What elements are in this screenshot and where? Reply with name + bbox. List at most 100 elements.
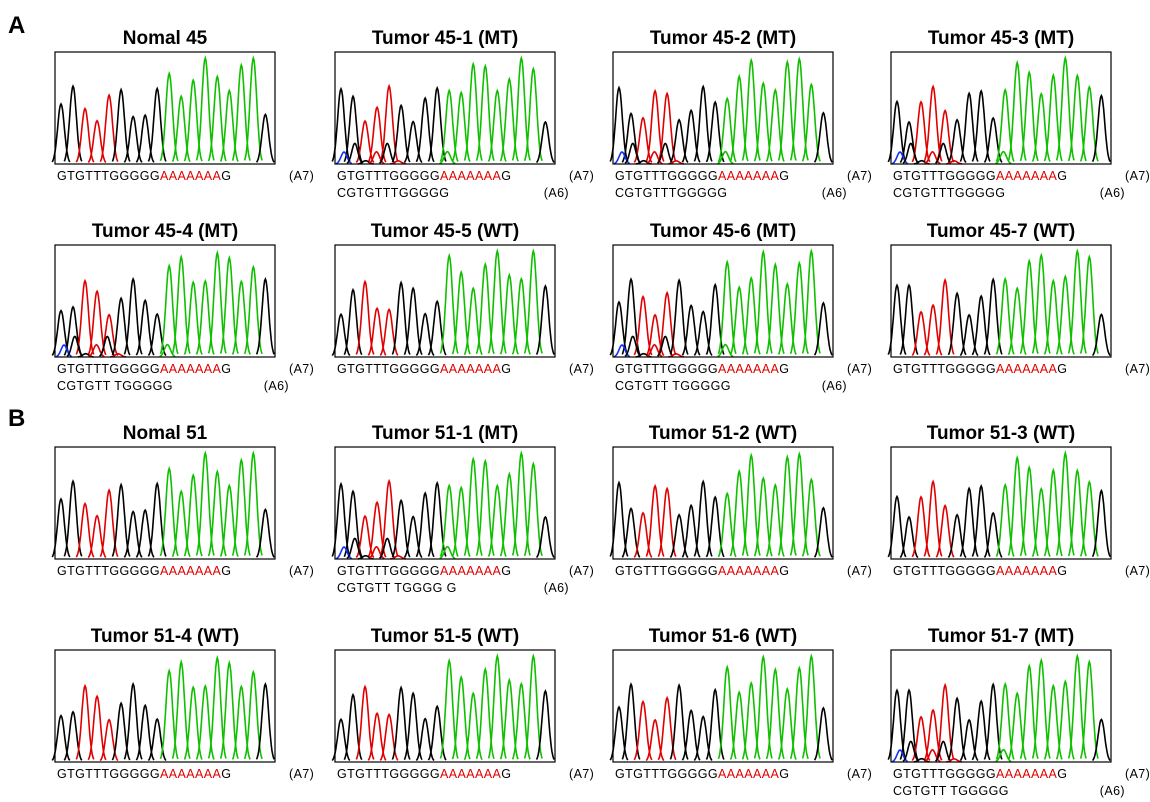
sequence-part: GTGTTTGGGGG [893,767,996,781]
sequence-part: G [501,564,511,578]
trace-peak [67,336,83,356]
sequence-part: G [221,362,231,376]
trace-peak [245,58,263,160]
panel-title: Nomal 51 [123,423,208,444]
sequence-part: G [1057,564,1067,578]
panel-title: Nomal 45 [123,28,208,49]
chromatogram-frame [891,245,1111,357]
trace-peak [525,69,543,161]
sequence-part: AAAAAAA [718,564,779,578]
trace-peak [743,683,761,759]
sequence-2: CGTGTT TGGGGG [893,784,1009,798]
chromatogram [332,58,554,164]
panel-label: B [8,405,25,432]
panel-title: Tumor 45-4 (MT) [92,221,238,242]
trace-peak [960,720,978,761]
allele-2: (A6) [544,581,569,595]
chromatogram [52,58,274,163]
trace-peak [803,656,821,758]
panel-title: Tumor 51-4 (WT) [91,626,239,647]
sequence-part: AAAAAAA [160,767,221,781]
trace-peak [682,110,700,162]
chromatogram-frame [891,650,1111,762]
sequence: GTGTTTGGGGGAAAAAAAG [337,362,511,376]
trace-peak [513,684,531,760]
trace-peak [453,488,471,557]
allele: (A7) [289,767,314,781]
trace-peak [996,90,1014,162]
chromatogram-frame [613,52,833,164]
panel-label: A [8,12,25,39]
trace-peak [767,485,785,557]
trace-peak [815,113,833,162]
allele: (A7) [289,169,314,183]
trace-peak [245,453,263,555]
sequence-part: G [779,564,789,578]
allele-2: (A6) [1100,784,1125,798]
trace-peak [1009,288,1027,354]
sequence: GTGTTTGGGGGAAAAAAAG [893,564,1067,578]
panel-title: Tumor 51-5 (WT) [371,626,519,647]
panel-title: Tumor 45-6 (MT) [650,221,796,242]
sequence-part: AAAAAAA [160,362,221,376]
trace-peak [257,279,275,354]
allele-2: (A6) [822,379,847,393]
trace-peak [112,703,129,760]
sequence-part: GTGTTTGGGGG [893,169,996,183]
panel-title: Tumor 51-6 (WT) [649,626,797,647]
trace-peak [779,284,797,355]
sequence-part: AAAAAAA [440,362,501,376]
chromatogram [610,656,832,761]
sequence-2: CGTGTTTGGGGG [893,186,1005,200]
trace-peak [1057,681,1075,759]
allele: (A7) [847,169,872,183]
chromatogram-frame [891,447,1111,559]
sequence-part: AAAAAAA [160,169,221,183]
chromatogram [52,658,274,761]
sequence: GTGTTTGGGGGAAAAAAAG [615,169,789,183]
trace-peak [706,285,724,355]
sequence-2: CGTGTT TGGGGG [57,379,173,393]
sequence-part: G [221,767,231,781]
chromatogram-frame [891,52,1111,164]
sequence-part: AAAAAAA [996,362,1057,376]
sequence: GTGTTTGGGGGAAAAAAAG [57,767,231,781]
panel-title: Tumor 51-3 (WT) [927,423,1075,444]
trace-peak [380,310,398,356]
trace-peak [1009,693,1027,759]
trace-peak [960,315,978,356]
chromatogram-frame [613,447,833,559]
sequence-part: GTGTTTGGGGG [337,767,440,781]
trace-peak [221,91,239,162]
trace-peak [197,281,215,354]
trace-peak [900,517,918,558]
trace-peak [767,90,785,162]
trace-peak [634,513,652,558]
allele-2: (A6) [264,379,289,393]
trace-peak [537,286,555,355]
sequence-part: AAAAAAA [440,564,501,578]
trace-peak [996,485,1014,557]
sequence-part: AAAAAAA [440,169,501,183]
trace-peak [694,312,712,356]
sequence: GTGTTTGGGGGAAAAAAAG [57,564,231,578]
allele: (A7) [289,564,314,578]
sequence-part: G [501,362,511,376]
panel-title: Tumor 45-1 (MT) [372,28,518,49]
trace-peak [1081,257,1099,354]
trace-peak [815,508,833,557]
sequence-part: G [1057,169,1067,183]
sequence-part: GTGTTTGGGGG [337,362,440,376]
sequence-part: AAAAAAA [718,169,779,183]
sequence-2: CGTGTT TGGGG G [337,581,457,595]
chromatogram [888,656,1110,762]
trace-peak [513,279,531,355]
chromatogram [888,251,1110,356]
chromatogram [888,58,1110,164]
trace-peak [465,288,483,354]
sequence-part: GTGTTTGGGGG [57,362,160,376]
chromatogram [332,453,554,559]
allele-2: (A6) [1100,186,1125,200]
sequence-part: G [779,362,789,376]
allele: (A7) [847,362,872,376]
